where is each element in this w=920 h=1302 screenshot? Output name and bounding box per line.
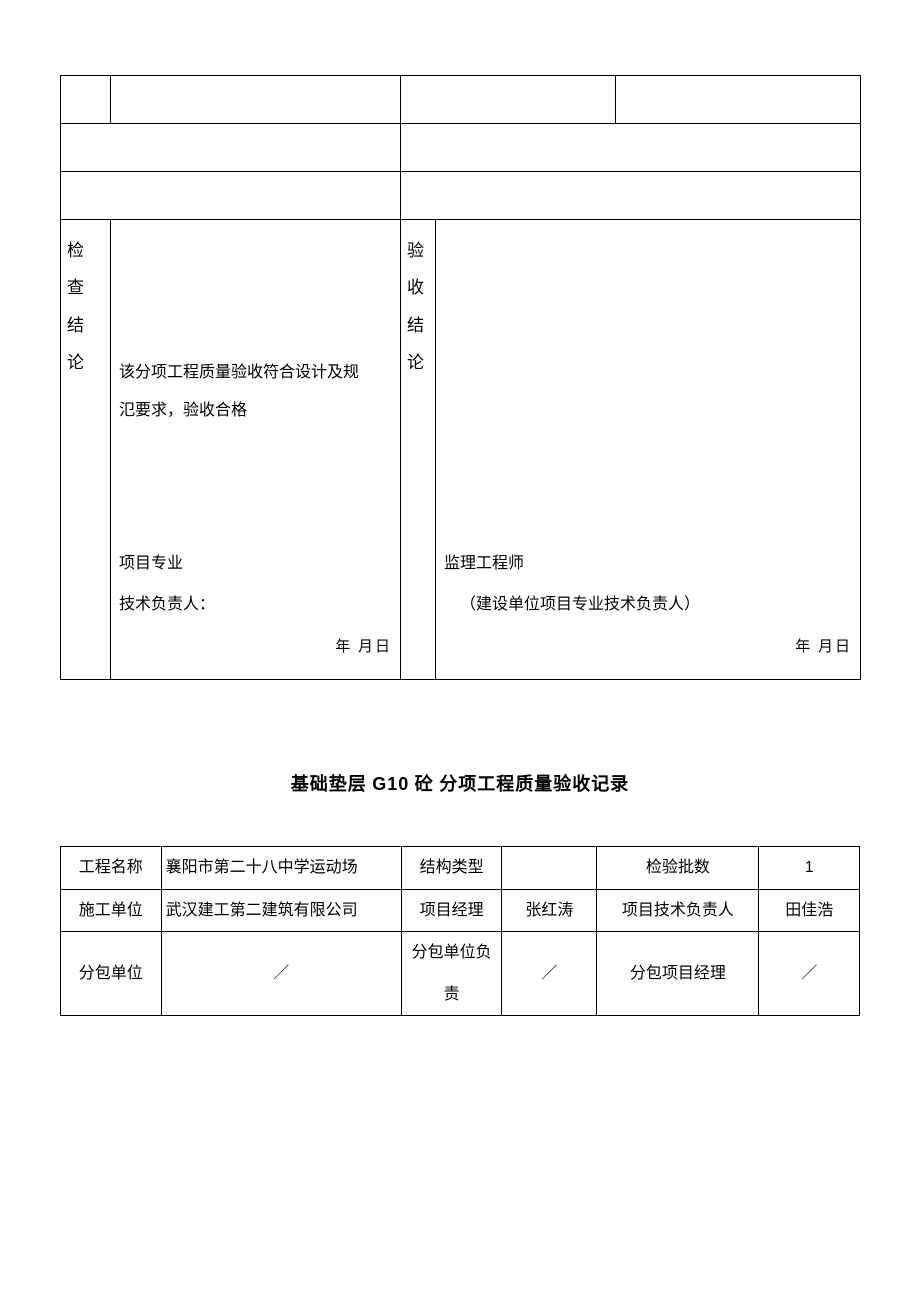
label-char: 结 <box>407 307 429 344</box>
text-line: 氾要求，验收合格 <box>119 392 392 430</box>
table-row-conclusion: 检 查 结 论 该分项工程质量验收符合设计及规 氾要求，验收合格 项目专业 技术… <box>61 220 861 680</box>
date-line: 年 月日 <box>444 634 852 661</box>
cell-empty <box>61 76 111 124</box>
cell-empty <box>111 76 401 124</box>
acceptance-signature: 监理工程师 （建设单位项目专业技术负责人） 年 月日 <box>444 543 852 661</box>
date-line: 年 月日 <box>119 634 392 661</box>
label-char: 查 <box>67 269 104 306</box>
batch-number: 1 <box>805 859 814 876</box>
table-row <box>61 76 861 124</box>
label-char: 收 <box>407 269 429 306</box>
label-sub-pm: 分包项目经理 <box>597 932 759 1016</box>
sig-role-line: 技术负责人： <box>119 584 392 626</box>
value-batch-count: 1 <box>759 847 860 890</box>
cell-empty <box>401 124 861 172</box>
value-project-manager: 张红涛 <box>502 889 597 932</box>
cell-empty <box>61 172 401 220</box>
value-project-name: 襄阳市第二十八中学运动场 <box>161 847 401 890</box>
sig-role-line: 项目专业 <box>119 543 392 585</box>
cell-empty <box>61 124 401 172</box>
label-construction-unit: 施工单位 <box>61 889 162 932</box>
table-row: 工程名称 襄阳市第二十八中学运动场 结构类型 检验批数 1 <box>61 847 860 890</box>
title-prefix: 基础垫层 <box>291 774 367 794</box>
sig-role-line: 监理工程师 <box>444 543 852 585</box>
value-structure-type <box>502 847 597 890</box>
label-structure-type: 结构类型 <box>401 847 502 890</box>
value-subcontractor: ／ <box>161 932 401 1016</box>
label-subcontractor: 分包单位 <box>61 932 162 1016</box>
value-construction-unit: 武汉建工第二建筑有限公司 <box>161 889 401 932</box>
cell-empty <box>616 76 861 124</box>
inspection-conclusion-text: 该分项工程质量验收符合设计及规 氾要求，验收合格 <box>119 354 392 431</box>
value-sub-lead: ／ <box>502 932 597 1016</box>
table-row <box>61 172 861 220</box>
label-tech-lead: 项目技术负责人 <box>597 889 759 932</box>
label-char: 验 <box>407 232 429 269</box>
label-char: 检 <box>67 232 104 269</box>
text-line: 该分项工程质量验收符合设计及规 <box>119 354 392 392</box>
project-info-table: 工程名称 襄阳市第二十八中学运动场 结构类型 检验批数 1 施工单位 武汉建工第… <box>60 846 860 1016</box>
label-batch-count: 检验批数 <box>597 847 759 890</box>
cell-empty <box>436 76 616 124</box>
cell-empty <box>401 172 861 220</box>
title-suffix1: 砼 <box>415 774 434 794</box>
table-row: 施工单位 武汉建工第二建筑有限公司 项目经理 张红涛 项目技术负责人 田佳浩 <box>61 889 860 932</box>
section-title: 基础垫层 G10 砼 分项工程质量验收记录 <box>60 770 860 796</box>
inspection-table: 检 查 结 论 该分项工程质量验收符合设计及规 氾要求，验收合格 项目专业 技术… <box>60 75 861 680</box>
value-tech-lead: 田佳浩 <box>759 889 860 932</box>
title-code: G10 <box>372 774 409 794</box>
inspection-signature: 项目专业 技术负责人： 年 月日 <box>119 543 392 661</box>
cell-empty <box>401 76 436 124</box>
table-row <box>61 124 861 172</box>
sig-role-line: （建设单位项目专业技术负责人） <box>444 584 852 626</box>
acceptance-conclusion-cell: 监理工程师 （建设单位项目专业技术负责人） 年 月日 <box>436 220 861 680</box>
acceptance-label-cell: 验 收 结 论 <box>401 220 436 680</box>
value-sub-pm: ／ <box>759 932 860 1016</box>
label-char: 论 <box>67 344 104 381</box>
title-suffix2: 分项工程质量验收记录 <box>439 774 629 794</box>
inspection-label-cell: 检 查 结 论 <box>61 220 111 680</box>
inspection-conclusion-cell: 该分项工程质量验收符合设计及规 氾要求，验收合格 项目专业 技术负责人： 年 月… <box>111 220 401 680</box>
label-char: 结 <box>67 307 104 344</box>
table-row: 分包单位 ／ 分包单位负责 ／ 分包项目经理 ／ <box>61 932 860 1016</box>
label-char: 论 <box>407 344 429 381</box>
label-sub-lead: 分包单位负责 <box>401 932 502 1016</box>
label-project-name: 工程名称 <box>61 847 162 890</box>
label-project-manager: 项目经理 <box>401 889 502 932</box>
